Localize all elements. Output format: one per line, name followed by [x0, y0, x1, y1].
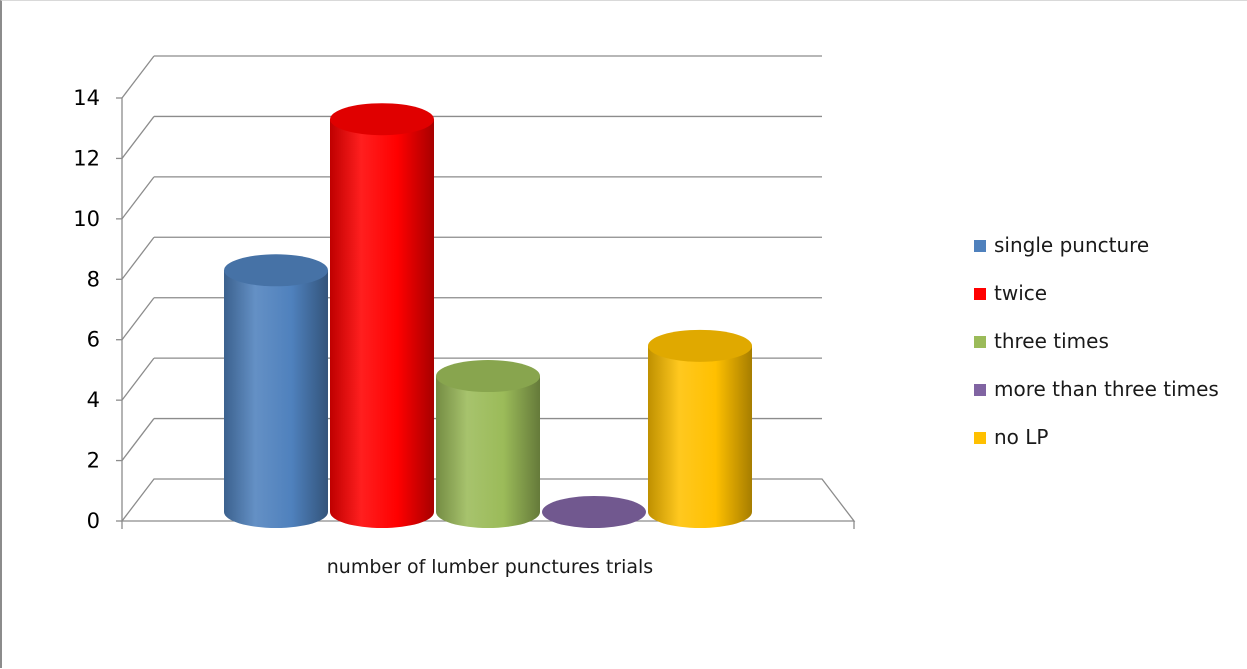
legend-label: no LP [994, 425, 1048, 449]
legend-label: single puncture [994, 233, 1149, 257]
bar-single-puncture [224, 254, 328, 528]
y-tick-label: 10 [73, 207, 100, 231]
legend-item: twice [974, 281, 1047, 305]
gridline [121, 236, 822, 280]
legend-item: no LP [974, 425, 1048, 449]
y-tick-label: 12 [73, 146, 100, 170]
bar-three-times [436, 360, 540, 528]
gridline [121, 176, 822, 220]
y-axis-ticks: 0 2 4 6 8 10 12 14 [73, 86, 122, 533]
legend-item: single puncture [974, 233, 1149, 257]
y-tick-label: 6 [87, 328, 100, 352]
y-tick-label: 0 [87, 509, 100, 533]
gridline [121, 115, 822, 159]
bar-more-than-three-times [542, 496, 646, 528]
legend-swatch [974, 432, 986, 444]
y-tick-label: 8 [87, 267, 100, 291]
legend-swatch [974, 336, 986, 348]
legend-item: more than three times [974, 377, 1219, 401]
y-tick-label: 4 [87, 388, 100, 412]
legend-label: more than three times [994, 377, 1219, 401]
bar-twice [330, 103, 434, 528]
y-tick-label: 2 [87, 449, 100, 473]
bar-no-lp [648, 329, 752, 528]
legend-swatch [974, 288, 986, 300]
legend-swatch [974, 240, 986, 252]
y-tick-label: 14 [73, 86, 100, 110]
bars [224, 103, 752, 528]
legend: single puncture twice three times more than… [974, 233, 1219, 449]
x-axis-title: number of lumber punctures trials [327, 556, 653, 578]
legend-swatch [974, 384, 986, 396]
legend-label: twice [994, 281, 1047, 305]
gridline [121, 55, 822, 99]
legend-item: three times [974, 329, 1109, 353]
legend-label: three times [994, 329, 1109, 353]
